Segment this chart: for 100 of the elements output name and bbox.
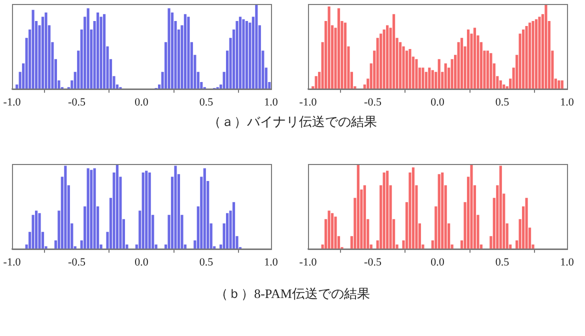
x-tick-label: 0.0 [134, 256, 149, 268]
bar [412, 167, 415, 249]
x-tick-label: -0.5 [68, 96, 86, 108]
bar [382, 29, 386, 89]
bar [148, 172, 151, 249]
bar [538, 16, 541, 89]
bar [518, 34, 522, 89]
x-tick-label: -1.0 [299, 96, 318, 108]
bar [466, 29, 470, 89]
bar [44, 12, 48, 89]
x-tick-label: -0.5 [364, 96, 382, 108]
bar [363, 185, 366, 249]
x-tick-label: 0.5 [495, 256, 510, 268]
x-tick-label: 0.0 [430, 256, 445, 268]
bar [522, 29, 525, 89]
bar [502, 84, 506, 89]
bar [328, 210, 330, 249]
bar [450, 59, 454, 89]
text: （ｂ）8-PAM伝送での結果 [214, 285, 371, 303]
bar [168, 8, 170, 89]
bar [184, 14, 186, 89]
text: （ａ）バイナリ伝送での結果 [207, 113, 378, 131]
bar [226, 213, 229, 249]
bar [236, 20, 238, 89]
bar [486, 50, 489, 89]
bar [32, 10, 34, 89]
bar [405, 50, 408, 89]
bar [203, 168, 206, 249]
bar [242, 19, 245, 89]
bar [174, 166, 177, 249]
x-tick-label: 0.5 [199, 96, 214, 108]
x-tick-label: 1.0 [560, 256, 574, 268]
bar [499, 166, 502, 249]
x-tick-label: -1.0 [299, 256, 318, 268]
bar [232, 202, 236, 249]
x-tick-label: 0.5 [495, 96, 510, 108]
bar [560, 80, 564, 89]
bar [457, 42, 460, 89]
bar [428, 68, 431, 89]
x-tick-label: 0.0 [134, 96, 149, 108]
bar [38, 213, 41, 249]
bar [438, 59, 440, 89]
bar [100, 16, 102, 89]
bar [170, 12, 174, 89]
bar [356, 164, 360, 249]
bar [460, 38, 464, 89]
bar [444, 63, 447, 89]
bar [438, 174, 440, 249]
bar [96, 12, 100, 89]
bar [544, 4, 548, 89]
bar [528, 22, 532, 89]
bar [415, 59, 418, 89]
x-tick-label: 1.0 [560, 96, 574, 108]
bar [32, 214, 34, 249]
bar [422, 68, 424, 89]
x-tick-label: -1.0 [3, 256, 22, 268]
bar [525, 198, 528, 249]
bar [238, 16, 242, 89]
x-tick-label: 0.5 [199, 256, 214, 268]
bar [408, 48, 412, 89]
bar [86, 168, 90, 249]
bar [490, 53, 492, 89]
bar [525, 26, 528, 89]
bar [386, 170, 389, 249]
bar [499, 80, 502, 89]
x-tick-label: -0.5 [364, 256, 382, 268]
bar [142, 172, 144, 249]
bar [41, 16, 44, 89]
x-tick-label: 1.0 [264, 96, 278, 108]
bar [334, 216, 337, 249]
x-tick-label: 0.0 [430, 96, 445, 108]
bar [558, 80, 560, 89]
bar [86, 8, 90, 89]
bar [441, 172, 444, 249]
bar [392, 14, 396, 89]
bar [116, 164, 119, 249]
bar [330, 213, 334, 249]
bar [402, 46, 405, 89]
bar [380, 34, 382, 89]
bar [376, 38, 379, 89]
bar [398, 42, 402, 89]
x-tick-label: 1.0 [264, 256, 278, 268]
bar [145, 170, 148, 249]
bar [473, 28, 476, 89]
bar [424, 72, 428, 89]
bar [470, 164, 473, 249]
bar [245, 20, 248, 89]
x-tick-label: -1.0 [3, 96, 22, 108]
bar [386, 25, 389, 89]
bar [187, 16, 190, 89]
bar [328, 6, 330, 89]
bar [102, 14, 106, 89]
bar [64, 166, 67, 249]
bar [90, 170, 93, 249]
bar [532, 20, 534, 89]
bar [34, 210, 38, 249]
bar [337, 8, 340, 89]
bar [255, 4, 258, 89]
bar [314, 76, 318, 89]
bar [344, 22, 347, 89]
